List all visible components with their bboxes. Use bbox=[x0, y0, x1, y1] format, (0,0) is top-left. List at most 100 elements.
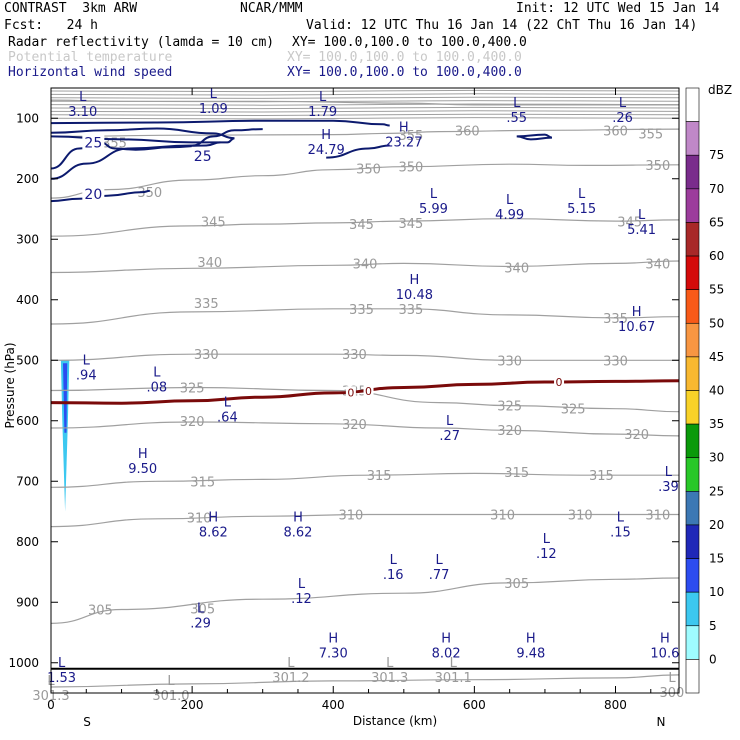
extremum-type: L bbox=[224, 396, 232, 411]
reflectivity-area-5dbz bbox=[60, 360, 70, 512]
theta-label: 320 bbox=[180, 415, 205, 430]
extremum-type: H bbox=[138, 447, 148, 462]
y-tick-label: 700 bbox=[16, 474, 39, 488]
extremum-low: L.64 bbox=[217, 396, 238, 426]
freezing-label: 0 bbox=[347, 386, 354, 399]
plot-frame bbox=[50, 87, 680, 694]
theta-label: 340 bbox=[645, 257, 670, 272]
reflectivity-layer bbox=[60, 360, 70, 512]
extremum-high: H10.6 bbox=[650, 632, 679, 662]
theta-label: 330 bbox=[497, 354, 522, 369]
theta-line-320-8 bbox=[51, 421, 679, 437]
extremum-value: 301.3 bbox=[371, 671, 408, 686]
theta-label: 350 bbox=[398, 161, 423, 176]
extremum-type: L bbox=[513, 96, 521, 111]
extremum-low: L5.99 bbox=[419, 187, 448, 217]
colorbar-box bbox=[685, 390, 700, 425]
theta-label: 355 bbox=[638, 127, 663, 142]
reflectivity-area-10dbz bbox=[63, 363, 68, 433]
theta-line-top-0 bbox=[51, 89, 679, 93]
extremum-low: L.12 bbox=[291, 577, 312, 607]
theta-line-top-1 bbox=[51, 93, 679, 96]
theta-label: 310 bbox=[338, 509, 363, 524]
extremum-type: L bbox=[450, 656, 458, 671]
colorbar-level: 20 bbox=[709, 518, 724, 532]
colorbar: 0 5 10 15 20 25 30 35 40 45 50 55 60 65 70 75 dBZ bbox=[685, 83, 732, 694]
theta-label: 305 bbox=[190, 602, 215, 617]
theta-line-top-5 bbox=[51, 106, 679, 110]
extremum-high: H10.67 bbox=[618, 305, 655, 335]
theta-label: 325 bbox=[497, 400, 522, 415]
colorbar-level: 40 bbox=[709, 384, 724, 398]
theta-label: 335 bbox=[194, 297, 219, 312]
theta-label: 360 bbox=[603, 124, 628, 139]
extremum-value: 23.27 bbox=[385, 135, 422, 150]
extremum-value: 8.62 bbox=[199, 526, 228, 541]
extremum-type: L bbox=[79, 90, 87, 105]
y-axis-label: Pressure (hPa) bbox=[3, 342, 17, 428]
y-tick-label: 900 bbox=[16, 595, 39, 609]
extremum-type: L bbox=[665, 465, 673, 480]
theta-label: 310 bbox=[645, 509, 670, 524]
extremum-low: L.55 bbox=[506, 96, 527, 126]
theta-label: 320 bbox=[497, 424, 522, 439]
extremum-value: .64 bbox=[217, 411, 238, 426]
extremum-type: H bbox=[526, 632, 536, 647]
extremum-type: L bbox=[506, 193, 514, 208]
extremum-high: H8.02 bbox=[432, 632, 461, 662]
colorbar-level: 55 bbox=[709, 283, 724, 297]
extremum-value: .12 bbox=[536, 547, 557, 562]
extremum-value: .16 bbox=[383, 568, 404, 583]
extremum-type: L bbox=[58, 656, 66, 671]
colorbar-title: dBZ bbox=[708, 83, 732, 97]
colorbar-box bbox=[685, 558, 700, 593]
extremum-low: L4.99 bbox=[495, 193, 524, 223]
theta-line-300-12 bbox=[51, 674, 679, 688]
theta-line-top-2 bbox=[51, 96, 679, 99]
field2-name: Potential temperature bbox=[8, 50, 173, 65]
theta-label: 325 bbox=[180, 381, 205, 396]
extremum-type: L bbox=[668, 671, 676, 686]
y-tick-label: 600 bbox=[16, 414, 39, 428]
extremum-value: 9.48 bbox=[516, 647, 545, 662]
theta-label: 350 bbox=[356, 162, 381, 177]
colorbar-level: 30 bbox=[709, 451, 724, 465]
theta-label: 330 bbox=[342, 348, 367, 363]
theta-label: 320 bbox=[342, 418, 367, 433]
colorbar-level: 75 bbox=[709, 148, 724, 162]
theta-label: 315 bbox=[190, 475, 215, 490]
freezing-label: 0 bbox=[556, 376, 563, 389]
extremum-type: L bbox=[390, 553, 398, 568]
extremum-low: L.12 bbox=[536, 532, 557, 562]
extremum-type: L bbox=[298, 577, 306, 592]
theta-line-325-7 bbox=[51, 386, 679, 413]
theta-label: 345 bbox=[617, 216, 642, 231]
extremum-type: L bbox=[617, 511, 625, 526]
theta-label: 325 bbox=[561, 403, 586, 418]
theta-line-315-9 bbox=[51, 472, 679, 488]
wind-label: 20 bbox=[84, 187, 102, 203]
extremum-value: .08 bbox=[146, 380, 167, 395]
y-tick-label: 200 bbox=[16, 172, 39, 186]
extremum-type: H bbox=[399, 120, 409, 135]
extremum-value: 1.09 bbox=[199, 102, 228, 117]
wind-label: 25 bbox=[84, 135, 102, 151]
extremum-value: .15 bbox=[610, 526, 631, 541]
wind-label: 25 bbox=[194, 149, 212, 165]
theta-label: 340 bbox=[197, 256, 222, 271]
y-tick-label: 100 bbox=[16, 111, 39, 125]
theta-line-top-8 bbox=[51, 117, 679, 120]
extremum-low: L1.79 bbox=[308, 90, 337, 120]
extremum-value: 1.53 bbox=[47, 671, 76, 686]
extremum-value: 3.10 bbox=[68, 105, 97, 120]
theta-line-350-2 bbox=[51, 163, 679, 199]
init-time: Init: 12 UTC Wed 15 Jan 14 bbox=[516, 1, 720, 16]
extremum-type: H bbox=[410, 273, 420, 288]
theta-line-top-6 bbox=[51, 110, 679, 113]
wind-contours: 25 25 20 bbox=[51, 119, 553, 203]
y-tick-label: 800 bbox=[16, 535, 39, 549]
field1-xy: XY= 100.0,100.0 to 100.0,400.0 bbox=[292, 35, 527, 50]
extremum-type: H bbox=[321, 128, 331, 143]
